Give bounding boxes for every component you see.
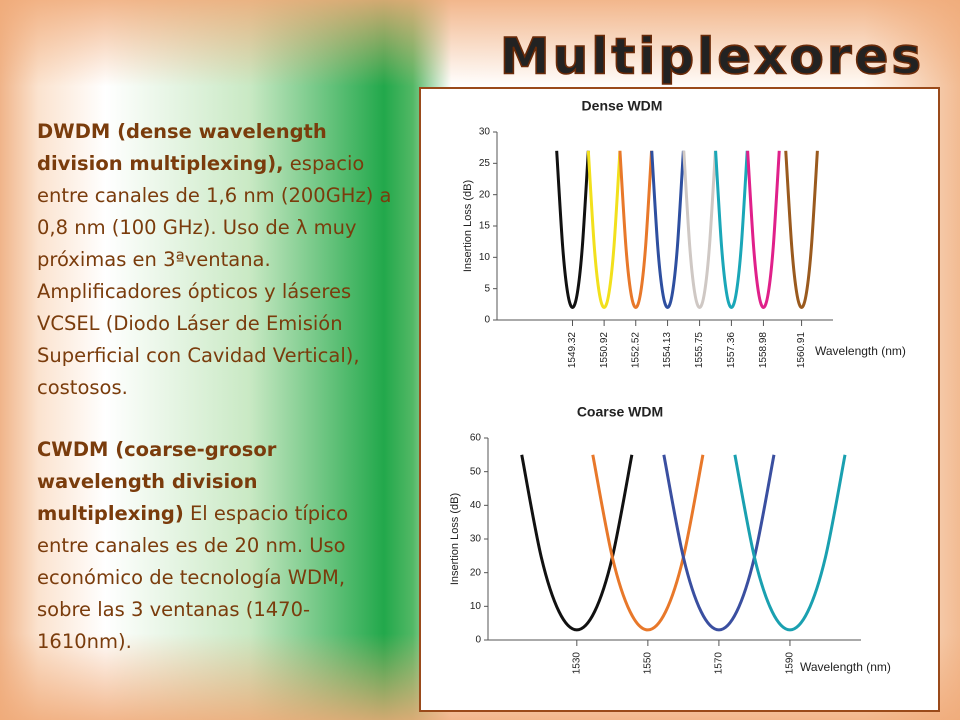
curve — [746, 150, 781, 309]
y-tick-label: 5 — [484, 283, 490, 294]
curve — [784, 150, 819, 309]
chart-title: Coarse WDM — [577, 404, 663, 420]
curve — [714, 150, 749, 309]
x-tick-label: 1552.52 — [630, 332, 641, 369]
x-tick-label: 1554.13 — [662, 332, 673, 369]
x-tick-label: 1590 — [785, 652, 796, 675]
y-tick-label: 25 — [479, 158, 491, 169]
y-axis-label: Insertion Loss (dB) — [449, 493, 461, 585]
y-tick-label: 20 — [470, 567, 482, 578]
x-tick-label: 1550.92 — [599, 332, 610, 369]
paragraph: CWDM (coarse-grosor wavelength division … — [37, 434, 397, 658]
curve — [618, 150, 654, 309]
curve — [733, 454, 847, 632]
curve — [586, 150, 622, 309]
x-tick-label: 1549.32 — [567, 332, 578, 369]
y-tick-label: 15 — [479, 221, 491, 232]
paragraph-bold: DWDM (dense wavelength division multiple… — [37, 120, 327, 175]
x-tick-label: 1555.75 — [694, 332, 705, 369]
y-axis-label: Insertion Loss (dB) — [462, 180, 474, 272]
curve — [650, 150, 685, 309]
paragraph-text: El espacio típico entre canales es de 20… — [37, 502, 349, 653]
x-tick-label: 1570 — [714, 652, 725, 675]
y-tick-label: 10 — [470, 601, 482, 612]
slide-title: Multiplexores — [500, 28, 924, 86]
y-tick-label: 30 — [479, 127, 491, 138]
x-tick-label: 1530 — [571, 652, 582, 675]
y-tick-label: 50 — [470, 466, 482, 477]
x-axis-label: Wavelength (nm) — [815, 344, 906, 358]
x-tick-label: 1560.91 — [796, 332, 807, 369]
paragraph: DWDM (dense wavelength division multiple… — [37, 116, 397, 404]
x-tick-label: 1550 — [642, 652, 653, 675]
y-tick-label: 60 — [470, 433, 482, 444]
text-block: DWDM (dense wavelength division multiple… — [37, 116, 397, 688]
y-tick-label: 10 — [479, 252, 491, 263]
x-axis-label: Wavelength (nm) — [800, 660, 891, 674]
chart-title: Dense WDM — [582, 98, 663, 114]
y-tick-label: 20 — [479, 189, 491, 200]
paragraph-bold: CWDM (coarse-grosor wavelength division … — [37, 438, 277, 525]
y-tick-label: 0 — [484, 315, 490, 326]
curve — [520, 454, 634, 632]
y-tick-label: 0 — [475, 635, 481, 646]
y-tick-label: 40 — [470, 500, 482, 511]
x-tick-label: 1557.36 — [726, 332, 737, 369]
curve — [591, 454, 705, 632]
x-tick-label: 1558.98 — [758, 332, 769, 369]
curve — [682, 150, 717, 309]
curve — [662, 454, 776, 632]
y-tick-label: 30 — [470, 534, 482, 545]
curve — [555, 150, 590, 309]
paragraph-text: espacio entre canales de 1,6 nm (200GHz)… — [37, 152, 392, 399]
